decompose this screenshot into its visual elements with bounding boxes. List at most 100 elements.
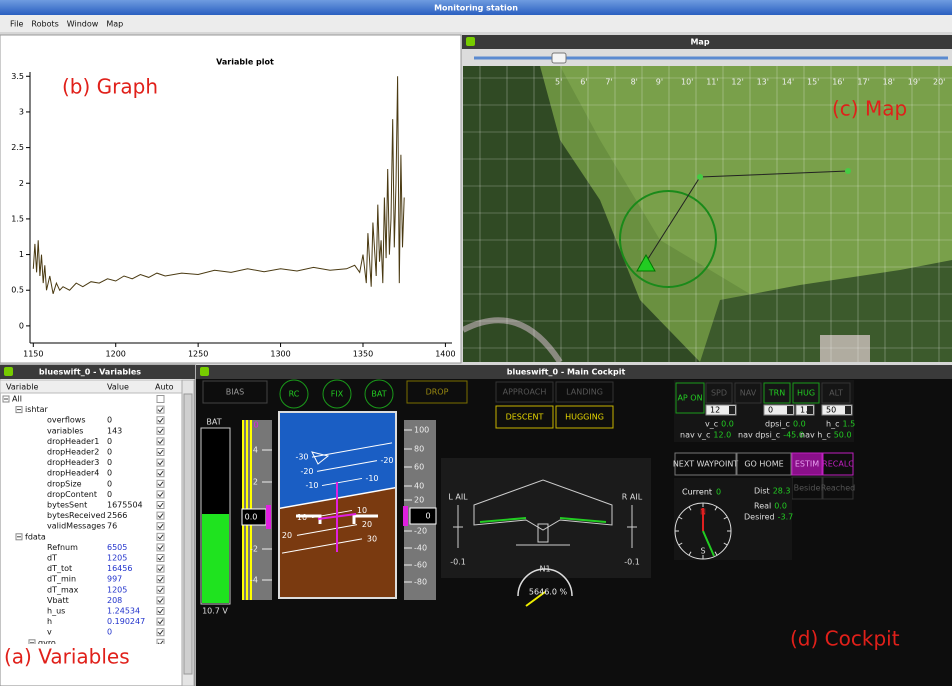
- auto-checkbox[interactable]: [156, 469, 165, 478]
- auto-checkbox[interactable]: [156, 585, 165, 594]
- check: [157, 513, 164, 519]
- waypoint[interactable]: [697, 174, 703, 180]
- title-bar: [0, 0, 952, 15]
- auto-checkbox[interactable]: [156, 395, 165, 403]
- variable-name: gyro: [38, 638, 56, 647]
- auto-checkbox[interactable]: [156, 532, 165, 541]
- grid-label: 17': [857, 78, 869, 87]
- grid-label: 12': [731, 78, 743, 87]
- menu-item[interactable]: Window: [67, 20, 99, 29]
- nav-button[interactable]: [822, 452, 854, 476]
- auto-checkbox[interactable]: [156, 522, 165, 531]
- auto-checkbox[interactable]: [156, 596, 165, 605]
- altitude-label: 100: [414, 426, 429, 435]
- auto-checkbox[interactable]: [156, 437, 165, 446]
- window-title: blueswift_0 - Variables: [39, 368, 141, 377]
- speed-label: -2: [250, 545, 258, 554]
- check: [157, 428, 164, 434]
- mode-button[interactable]: [555, 381, 614, 403]
- control-button-label: AP ON: [677, 394, 702, 403]
- control-button[interactable]: [675, 382, 705, 414]
- spin-input[interactable]: [763, 404, 795, 416]
- auto-checkbox[interactable]: [156, 458, 165, 467]
- altitude-label: 60: [414, 463, 424, 472]
- auto-checkbox[interactable]: [156, 554, 165, 562]
- battery-fill: [202, 514, 229, 603]
- compass-needle: [702, 530, 715, 557]
- spin-input[interactable]: [705, 404, 737, 416]
- waypoint[interactable]: [845, 168, 851, 174]
- auto-checkbox[interactable]: [156, 490, 165, 499]
- menu-item[interactable]: Map: [106, 20, 123, 29]
- menu-item[interactable]: Robots: [31, 20, 58, 29]
- readout-label: nav v_c: [680, 431, 710, 440]
- spin-input[interactable]: [821, 404, 853, 416]
- auto-checkbox[interactable]: [156, 448, 165, 456]
- button[interactable]: [406, 380, 468, 404]
- auto-checkbox[interactable]: [156, 543, 165, 552]
- button[interactable]: [364, 379, 394, 409]
- y-tick-label: 1: [19, 250, 24, 259]
- compass-tick: [714, 506, 718, 511]
- variable-value: 0: [107, 469, 112, 478]
- grid-label: 7': [605, 78, 612, 87]
- mode-button[interactable]: [495, 381, 554, 403]
- readout-value: -45.0: [783, 431, 804, 440]
- variable-value: 16456: [107, 564, 132, 573]
- mode-button[interactable]: [555, 405, 614, 429]
- nav-button-label: NEXT WAYPOINT: [673, 460, 738, 469]
- scroll-thumb[interactable]: [183, 393, 193, 675]
- current-label: Current: [682, 488, 712, 497]
- menu-item[interactable]: File: [10, 20, 23, 29]
- y-tick-label: 2.5: [11, 143, 24, 152]
- button[interactable]: [202, 380, 268, 404]
- spin-arrow[interactable]: [845, 406, 851, 414]
- nav-button[interactable]: [822, 476, 854, 500]
- nav-button[interactable]: [791, 452, 823, 476]
- grid-label: 15': [807, 78, 819, 87]
- nav-button[interactable]: [736, 452, 792, 476]
- slider-handle[interactable]: [551, 52, 567, 64]
- grid-label: 6': [580, 78, 587, 87]
- spin-input[interactable]: [795, 404, 815, 416]
- auto-checkbox[interactable]: [156, 416, 165, 425]
- auto-checkbox[interactable]: [156, 501, 165, 509]
- control-button[interactable]: [705, 382, 733, 404]
- altitude-label: 20: [414, 496, 424, 505]
- nav-button[interactable]: [674, 452, 737, 476]
- annotation: (b) Graph: [62, 75, 158, 99]
- spin-arrow[interactable]: [729, 406, 735, 414]
- aircraft-symbol: [296, 514, 378, 524]
- speed-reading: 0.0: [245, 513, 258, 522]
- check: [157, 629, 164, 635]
- control-button-label: SPD: [711, 389, 727, 398]
- auto-checkbox[interactable]: [156, 628, 165, 637]
- variable-value: 0: [107, 458, 112, 467]
- x-tick-label: 1250: [188, 350, 208, 359]
- auto-checkbox[interactable]: [156, 564, 165, 573]
- mode-button-label: DESCENT: [506, 413, 544, 422]
- auto-checkbox[interactable]: [156, 575, 165, 584]
- control-button[interactable]: [821, 382, 851, 404]
- auto-checkbox[interactable]: [156, 426, 165, 435]
- auto-checkbox[interactable]: [156, 511, 165, 520]
- control-button[interactable]: [792, 382, 820, 404]
- mode-button[interactable]: [495, 405, 554, 429]
- map-icon: [466, 37, 475, 46]
- auto-checkbox[interactable]: [156, 405, 165, 414]
- spin-arrow[interactable]: [787, 406, 793, 414]
- variables-header: [0, 365, 195, 379]
- button[interactable]: [322, 379, 352, 409]
- button[interactable]: [279, 379, 309, 409]
- auto-checkbox[interactable]: [156, 607, 165, 615]
- control-button[interactable]: [763, 382, 791, 404]
- variable-name: bytesSent: [47, 501, 87, 510]
- auto-checkbox[interactable]: [156, 617, 165, 626]
- altitude-label: -20: [414, 527, 427, 536]
- wing-panel: [441, 458, 651, 578]
- control-button[interactable]: [734, 382, 762, 404]
- grid-label: 14': [782, 78, 794, 87]
- auto-checkbox[interactable]: [156, 479, 165, 488]
- check: [157, 619, 164, 625]
- spin-arrow[interactable]: [807, 406, 813, 414]
